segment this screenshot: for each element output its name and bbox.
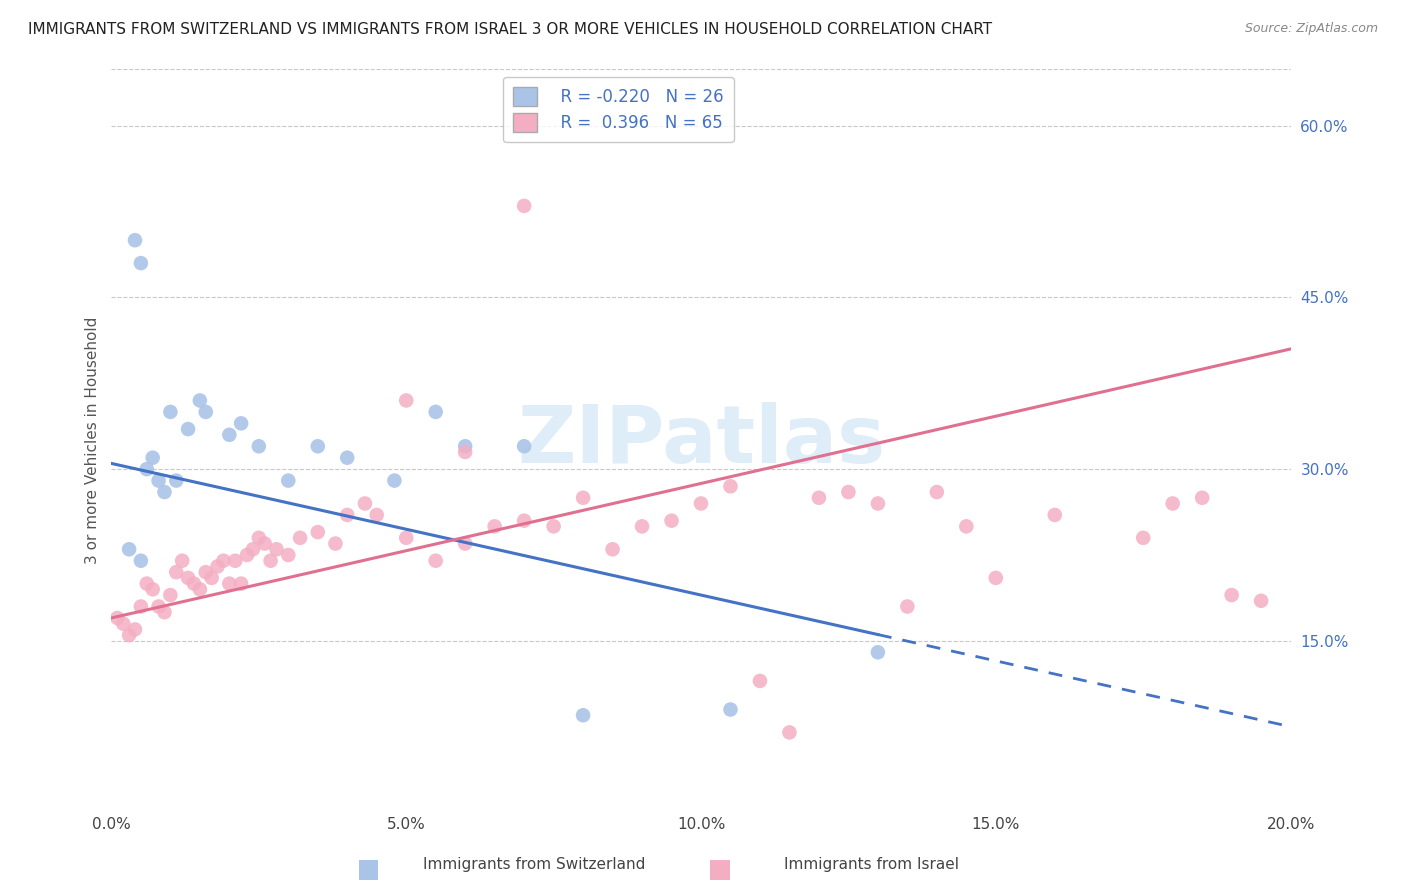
Point [425,554,447,568]
Point [229,417,252,431]
Point [247,531,270,545]
Point [159,405,181,419]
Point [194,405,217,419]
Point [177,422,200,436]
Point [425,405,447,419]
Point [1043,508,1066,522]
Point [247,439,270,453]
Text: IMMIGRANTS FROM SWITZERLAND VS IMMIGRANTS FROM ISRAEL 3 OR MORE VEHICLES IN HOUS: IMMIGRANTS FROM SWITZERLAND VS IMMIGRANT… [28,22,993,37]
Point [984,571,1007,585]
Y-axis label: 3 or more Vehicles in Household: 3 or more Vehicles in Household [86,317,100,565]
Point [384,474,406,488]
Point [807,491,830,505]
Point [325,536,347,550]
Point [661,514,683,528]
Point [129,599,152,614]
Point [778,725,800,739]
Point [288,531,311,545]
Point [148,474,170,488]
Point [135,576,157,591]
Point [513,514,536,528]
Point [1161,496,1184,510]
Point [105,611,128,625]
Text: Source: ZipAtlas.com: Source: ZipAtlas.com [1244,22,1378,36]
Point [572,491,595,505]
Point [395,531,418,545]
Point [224,554,246,568]
Point [955,519,977,533]
Point [720,479,742,493]
Point [165,565,187,579]
Point [866,496,889,510]
Point [307,439,329,453]
Point [1132,531,1154,545]
Point [218,576,240,591]
Point [142,450,165,465]
Point [1220,588,1243,602]
Point [112,616,135,631]
Point [1250,594,1272,608]
Point [837,485,859,500]
Point [572,708,595,723]
Point [395,393,418,408]
Point [513,199,536,213]
Point [188,393,211,408]
Point [277,548,299,562]
Point [142,582,165,597]
Point [207,559,229,574]
Point [129,256,152,270]
Point [172,554,194,568]
Point [218,427,240,442]
Point [366,508,388,522]
Point [153,605,176,619]
Point [896,599,918,614]
Point [307,525,329,540]
Point [124,623,146,637]
Point [454,445,477,459]
Point [135,462,157,476]
Point [188,582,211,597]
Point [165,474,187,488]
Point [354,496,377,510]
Legend:   R = -0.220   N = 26,   R =  0.396   N = 65: R = -0.220 N = 26, R = 0.396 N = 65 [503,77,734,142]
Point [631,519,654,533]
Point [336,508,359,522]
Point [259,554,281,568]
Point [602,542,624,557]
Text: Immigrants from Israel: Immigrants from Israel [785,857,959,872]
Point [277,474,299,488]
Point [148,599,170,614]
Text: ZIPatlas: ZIPatlas [517,401,886,480]
Point [212,554,235,568]
Point [118,542,141,557]
Point [513,439,536,453]
Point [720,702,742,716]
Point [242,542,264,557]
Point [118,628,141,642]
Point [129,554,152,568]
Point [177,571,200,585]
Point [925,485,948,500]
Point [194,565,217,579]
Point [201,571,224,585]
Text: Immigrants from Switzerland: Immigrants from Switzerland [423,857,645,872]
Point [183,576,205,591]
Point [866,645,889,659]
Point [454,536,477,550]
Point [543,519,565,533]
Point [454,439,477,453]
Point [236,548,259,562]
Point [253,536,276,550]
Point [484,519,506,533]
Point [266,542,288,557]
Point [1191,491,1213,505]
Point [690,496,713,510]
Point [336,450,359,465]
Point [124,233,146,247]
Point [159,588,181,602]
Point [229,576,252,591]
Point [153,485,176,500]
Point [749,673,772,688]
